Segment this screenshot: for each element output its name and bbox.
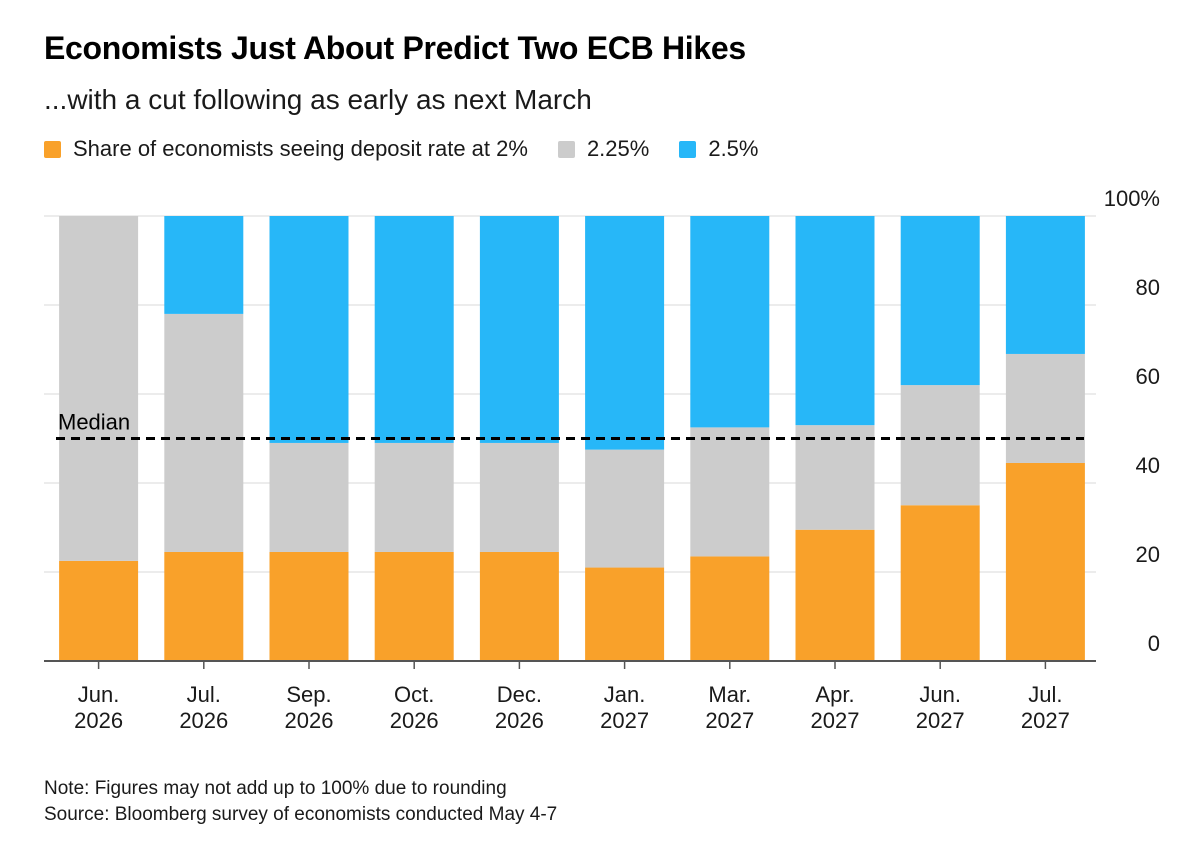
x-tick-label-month: Jun.	[78, 682, 120, 707]
x-tick-label-month: Jul.	[187, 682, 221, 707]
y-tick-label: 80	[1136, 275, 1160, 300]
chart-title: Economists Just About Predict Two ECB Hi…	[44, 30, 746, 66]
bar-segment-2-25pct	[164, 313, 244, 552]
x-tick-label-month: Mar.	[708, 682, 751, 707]
legend-swatch-2pct	[44, 140, 61, 158]
bar-segment-2-5pct	[1005, 216, 1085, 354]
bar-segment-2-5pct	[795, 216, 875, 426]
bar-segment-2-5pct	[900, 216, 980, 386]
bar-segment-2-5pct	[164, 216, 244, 314]
bar-segment-2pct	[795, 529, 875, 661]
legend-item-2-5pct: 2.5%	[679, 136, 758, 162]
x-tick-label-month: Dec.	[497, 682, 542, 707]
x-tick-label-month: Jun.	[919, 682, 961, 707]
x-tick-label-year: 2026	[179, 708, 228, 733]
note-text: Note: Figures may not add up to 100% due…	[44, 778, 507, 799]
bar-segment-2-5pct	[690, 216, 770, 428]
bar-segment-2-25pct	[795, 425, 875, 530]
legend-label-2pct: Share of economists seeing deposit rate …	[73, 136, 528, 161]
legend-item-2pct: Share of economists seeing deposit rate …	[44, 136, 528, 162]
y-tick-label: 0	[1148, 631, 1160, 656]
legend-swatch-2-5pct	[679, 140, 697, 158]
bar-segment-2pct	[690, 556, 770, 661]
y-tick-label: 60	[1136, 364, 1160, 389]
bar-segment-2-25pct	[690, 427, 770, 557]
x-tick-label-year: 2027	[705, 708, 754, 733]
bar-segment-2pct	[900, 505, 980, 661]
median-label: Median	[58, 410, 130, 435]
bar-segment-2-25pct	[269, 442, 349, 552]
x-tick-label-month: Sep.	[286, 682, 331, 707]
x-tick-label-month: Oct.	[394, 682, 434, 707]
bar-segment-2-25pct	[1005, 353, 1085, 463]
y-tick-label: 20	[1136, 542, 1160, 567]
bar-segment-2-5pct	[479, 216, 559, 443]
bar-segment-2-25pct	[59, 216, 139, 561]
y-tick-label: 100%	[1104, 186, 1160, 211]
bar-segment-2-5pct	[269, 216, 349, 443]
bar-segment-2pct	[269, 551, 349, 661]
legend-label-2-25pct: 2.25%	[586, 136, 650, 161]
bar-segment-2pct	[374, 551, 454, 661]
legend-swatch-2-25pct	[557, 140, 575, 158]
x-tick-label-year: 2026	[390, 708, 439, 733]
chart-subtitle: ...with a cut following as early as next…	[44, 84, 592, 115]
legend: Share of economists seeing deposit rate …	[44, 136, 788, 162]
y-tick-label: 40	[1136, 453, 1160, 478]
x-tick-label-year: 2026	[74, 708, 123, 733]
bar-segment-2pct	[1005, 462, 1085, 661]
x-tick-label-year: 2027	[600, 708, 649, 733]
x-tick-label-month: Jul.	[1028, 682, 1062, 707]
x-tick-label-year: 2027	[916, 708, 965, 733]
x-tick-label-year: 2027	[1021, 708, 1070, 733]
x-tick-label-year: 2026	[495, 708, 544, 733]
bar-segment-2pct	[59, 560, 139, 661]
bar-segment-2-25pct	[900, 385, 980, 506]
bar-segment-2-25pct	[479, 442, 559, 552]
bar-segment-2pct	[479, 551, 559, 661]
x-tick-label-month: Jan.	[604, 682, 646, 707]
footnotes: Note: Figures may not add up to 100% due…	[44, 776, 557, 828]
source-text: Source: Bloomberg survey of economists c…	[44, 804, 558, 825]
x-tick-label-year: 2026	[285, 708, 334, 733]
x-tick-label-year: 2027	[811, 708, 860, 733]
bar-segment-2-25pct	[374, 442, 454, 552]
bar-segment-2-5pct	[585, 216, 665, 450]
bar-segment-2pct	[585, 567, 665, 661]
bar-segment-2-25pct	[585, 449, 665, 568]
legend-label-2-5pct: 2.5%	[708, 136, 759, 161]
x-tick-label-month: Apr.	[815, 682, 854, 707]
bar-segment-2-5pct	[374, 216, 454, 443]
legend-item-2-25pct: 2.25%	[557, 136, 650, 162]
bar-segment-2pct	[164, 551, 244, 661]
